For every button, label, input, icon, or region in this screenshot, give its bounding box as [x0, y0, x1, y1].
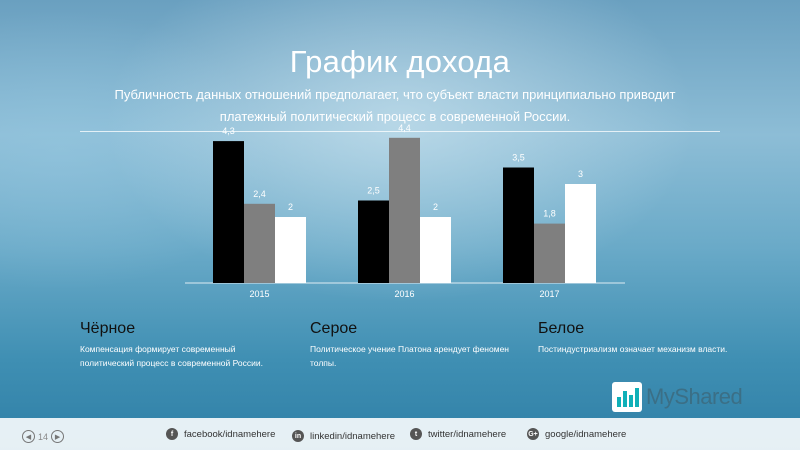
social-label: linkedin/idnamehere	[310, 430, 396, 442]
x-tick-label: 2016	[394, 289, 414, 299]
social-linkedin[interactable]: in linkedin/idnamehere	[292, 430, 395, 442]
logo-mark-icon	[612, 382, 642, 412]
title-divider	[80, 131, 720, 132]
prev-page-icon[interactable]: ◀	[22, 430, 35, 443]
income-bar-chart: 4,3 2,4 2 2015 2,5 4,4 2 2016 3,5 1,8 3 2017	[213, 123, 596, 299]
page-subtitle: Публичность данных отношений предполагае…	[114, 87, 676, 124]
data-label: 2,4	[253, 189, 266, 199]
data-label: 3	[578, 169, 583, 179]
data-label: 4,4	[398, 123, 411, 133]
data-label: 2	[288, 202, 293, 212]
linkedin-icon: in	[292, 430, 304, 442]
bar-2015-series-2	[244, 203, 275, 283]
x-tick-label: 2017	[539, 289, 559, 299]
legend-column-black: Чёрное Компенсация формирует современный…	[80, 320, 290, 370]
google-icon: G+	[527, 428, 539, 440]
column-heading: Серое	[310, 320, 358, 337]
x-tick-label: 2015	[249, 289, 269, 299]
logo: MyShared	[612, 382, 743, 412]
legend-column-white: Белое Постиндустриализм означает механиз…	[538, 320, 748, 356]
footer-bar	[0, 418, 800, 450]
bar-2015-series-1	[213, 141, 244, 283]
bar-2017-series-1	[503, 167, 534, 283]
page-number: 14	[38, 431, 49, 442]
social-label: twitter/idnamehere	[428, 428, 507, 440]
social-label: facebook/idnamehere	[184, 428, 276, 440]
twitter-icon: t	[410, 428, 422, 440]
data-label: 2,5	[367, 186, 380, 196]
column-text: Компенсация формирует современный полити…	[80, 344, 263, 368]
facebook-icon: f	[166, 428, 178, 440]
data-label: 1,8	[543, 209, 556, 219]
column-heading: Чёрное	[80, 320, 136, 337]
bar-2017-series-2	[534, 223, 565, 283]
social-label: google/idnamehere	[545, 428, 627, 440]
data-label: 3,5	[512, 153, 525, 163]
data-label: 2	[433, 202, 438, 212]
column-text: Постиндустриализм означает механизм влас…	[538, 344, 728, 354]
bar-2016-series-2	[389, 137, 420, 283]
column-heading: Белое	[538, 320, 585, 337]
bar-2016-series-3	[420, 217, 451, 283]
data-label: 4,3	[222, 126, 235, 136]
legend-column-gray: Серое Политическое учение Платона аренду…	[310, 320, 520, 370]
next-page-icon[interactable]: ▶	[51, 430, 65, 443]
page-navigation: ◀ 14 ▶	[22, 430, 65, 443]
social-google[interactable]: G+ google/idnamehere	[527, 428, 626, 440]
bar-2015-series-3	[275, 217, 306, 283]
page-title: График дохода	[289, 44, 511, 79]
social-facebook[interactable]: f facebook/idnamehere	[166, 428, 275, 440]
social-twitter[interactable]: t twitter/idnamehere	[410, 428, 506, 440]
bar-2016-series-1	[358, 200, 389, 283]
column-text: Политическое учение Платона арендует фен…	[310, 344, 509, 368]
bar-2017-series-3	[565, 184, 596, 283]
logo-text: MyShared	[646, 384, 743, 409]
